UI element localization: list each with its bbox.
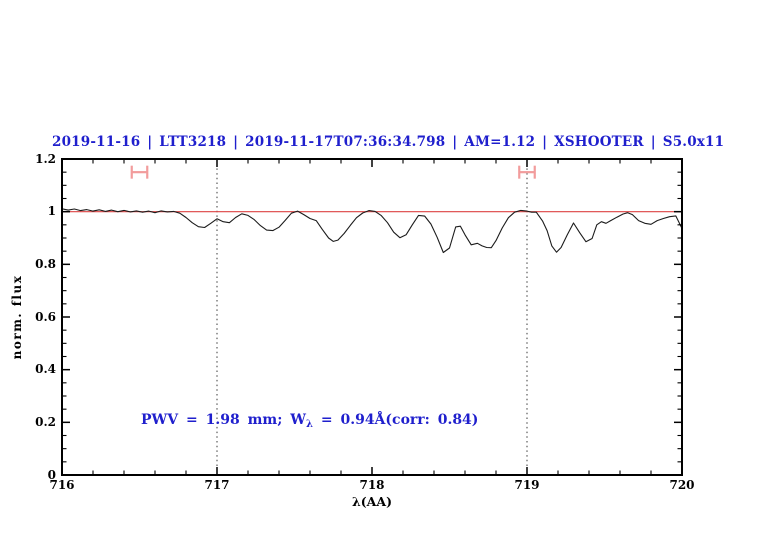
x-tick-label: 720 [669,478,695,492]
y-tick-label: 0.2 [35,414,56,429]
y-tick-label: 0.4 [35,362,56,377]
x-axis-label: λ(AA) [352,494,392,509]
y-tick-label: 0.8 [35,256,56,271]
pwv-annotation-suffix: = 0.94Å(corr: 0.84) [312,412,479,428]
y-tick-label: 0 [47,467,56,482]
x-tick-label: 716 [49,478,75,492]
y-tick-label: 1 [47,204,56,219]
pwv-annotation: PWV = 1.98 mm; Wλ = 0.94Å(corr: 0.84) [141,412,478,430]
y-tick-label: 0.6 [35,309,56,324]
x-tick-label: 719 [514,478,540,492]
plot-title: 2019-11-16 | LTT3218 | 2019-11-17T07:36:… [52,134,725,150]
y-tick-label: 1.2 [35,151,56,166]
pwv-annotation-lambda-subscript: λ [305,419,313,430]
y-axis-label: norm. flux [10,274,24,360]
x-tick-label: 718 [359,478,385,492]
x-tick-label: 717 [204,478,230,492]
spectrum-line [61,208,683,254]
pwv-annotation-prefix: PWV = 1.98 mm; W [141,412,306,428]
